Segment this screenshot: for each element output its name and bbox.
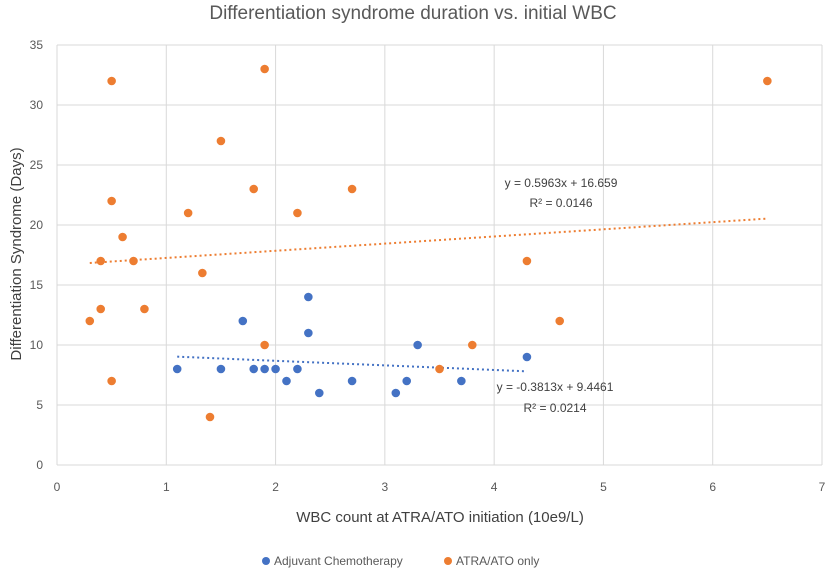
trendline-r2: R² = 0.0214 — [523, 401, 586, 415]
y-tick-label: 15 — [30, 278, 44, 292]
data-point — [205, 412, 215, 422]
data-point — [522, 352, 532, 362]
trendlines — [89, 217, 768, 373]
trendline-1 — [89, 217, 768, 264]
data-point — [763, 76, 772, 86]
data-point — [457, 376, 466, 386]
y-tick-label: 5 — [36, 398, 43, 412]
data-points — [85, 64, 772, 422]
data-point — [96, 256, 106, 266]
data-point — [260, 340, 269, 350]
gridlines — [56, 44, 823, 466]
data-point — [249, 184, 259, 194]
legend: Adjuvant Chemotherapy ATRA/ATO only — [262, 554, 539, 568]
data-point — [314, 388, 324, 398]
data-point — [413, 340, 422, 350]
data-point — [107, 76, 116, 86]
data-point — [118, 232, 127, 242]
data-point — [522, 256, 532, 266]
data-point — [402, 376, 412, 386]
legend-label: Adjuvant Chemotherapy — [274, 554, 403, 568]
x-axis-title: WBC count at ATRA/ATO initiation (10e9/L… — [296, 509, 584, 526]
data-point — [216, 364, 226, 374]
x-tick-label: 5 — [600, 480, 607, 494]
data-point — [198, 268, 207, 278]
data-point — [238, 316, 248, 326]
data-point — [85, 316, 95, 326]
data-point — [107, 376, 116, 386]
data-point — [129, 256, 138, 266]
x-tick-label: 1 — [163, 480, 170, 494]
data-point — [293, 208, 302, 218]
y-tick-label: 0 — [36, 458, 43, 472]
y-axis-title: Differentiation Syndrome (Days) — [8, 147, 25, 360]
legend-label: ATRA/ATO only — [456, 554, 539, 568]
y-tick-label: 30 — [30, 98, 44, 112]
data-point — [347, 184, 357, 194]
data-point — [304, 328, 313, 338]
data-point — [555, 316, 565, 326]
data-point — [391, 388, 401, 398]
data-point — [96, 304, 106, 314]
data-point — [216, 136, 226, 146]
data-point — [347, 376, 357, 386]
data-point — [260, 364, 269, 374]
data-point — [435, 364, 444, 374]
y-tick-label: 25 — [30, 158, 44, 172]
data-point — [304, 292, 313, 302]
trendline-equations: y = -0.3813x + 9.4461 R² = 0.0214 y = 0.59… — [497, 176, 618, 415]
trendline-equation: y = 0.5963x + 16.659 — [505, 176, 618, 190]
y-tick-label: 20 — [30, 218, 44, 232]
x-tick-label: 4 — [491, 480, 498, 494]
legend-marker — [444, 557, 452, 565]
chart-title: Differentiation syndrome duration vs. in… — [209, 3, 616, 24]
data-point — [271, 364, 280, 374]
data-point — [172, 364, 182, 374]
data-point — [467, 340, 477, 350]
trendline-equation: y = -0.3813x + 9.4461 — [497, 380, 614, 394]
data-point — [293, 364, 302, 374]
data-point — [282, 376, 291, 386]
data-point — [249, 364, 259, 374]
x-tick-label: 2 — [272, 480, 279, 494]
legend-marker — [262, 557, 270, 565]
data-point — [183, 208, 193, 218]
data-point — [140, 304, 149, 314]
data-point — [107, 196, 116, 206]
tick-labels: 0 1 2 3 4 5 6 7 0 5 10 15 20 25 30 35 — [30, 38, 826, 494]
x-tick-label: 7 — [819, 480, 826, 494]
data-point — [260, 64, 269, 74]
x-tick-label: 6 — [709, 480, 716, 494]
trendline-0 — [177, 355, 527, 373]
y-tick-label: 10 — [30, 338, 44, 352]
trendline-r2: R² = 0.0146 — [529, 196, 592, 210]
x-tick-label: 3 — [382, 480, 389, 494]
y-tick-label: 35 — [30, 38, 44, 52]
x-tick-label: 0 — [54, 480, 61, 494]
